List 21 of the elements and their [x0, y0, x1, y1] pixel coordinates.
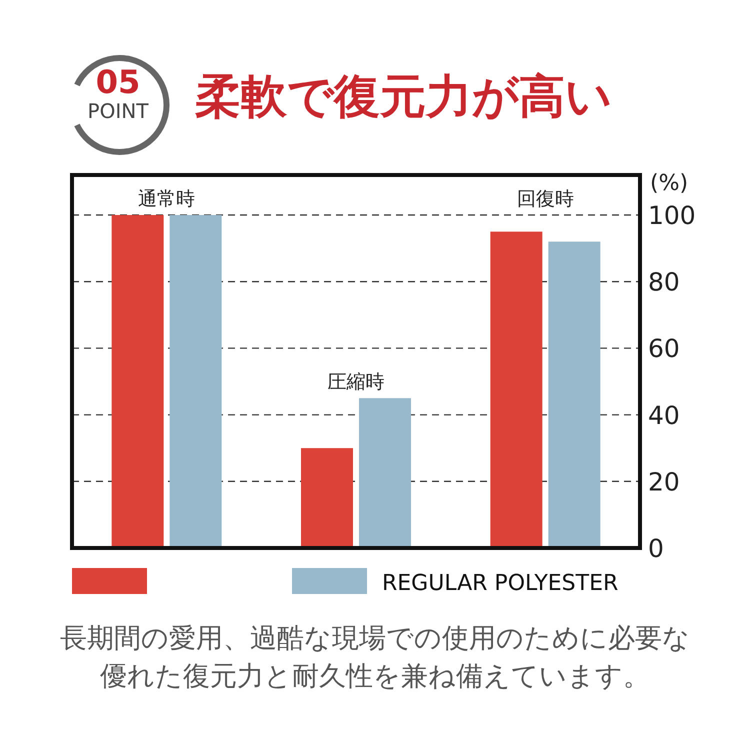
- legend-label: REGULAR POLYESTER: [382, 571, 618, 596]
- bar: [548, 242, 600, 548]
- y-tick-label: 100: [648, 201, 696, 230]
- bar: [301, 448, 353, 548]
- y-tick-label: 60: [648, 334, 680, 364]
- y-axis-title: (%): [650, 171, 688, 196]
- text: 05: [96, 63, 140, 101]
- y-tick-label: 80: [648, 268, 680, 297]
- x-tick-label: 回復時: [516, 188, 574, 210]
- y-tick-label: 0: [648, 534, 664, 563]
- chart-title: 柔軟で復元力が高い: [195, 69, 612, 123]
- x-tick-label: 通常時: [138, 188, 196, 210]
- y-tick-label: 40: [648, 400, 680, 430]
- bar: [170, 215, 222, 548]
- text: 長期間の愛用、過酷な現場での使用のために必要な優れた復元力と耐久性を兼ね備えています。: [59, 622, 691, 694]
- bar: [359, 398, 411, 548]
- bar: [112, 215, 164, 548]
- y-tick-label: 20: [648, 467, 680, 496]
- bar: [490, 232, 542, 548]
- text: POINT: [88, 99, 150, 123]
- x-tick-label: 圧縮時: [328, 371, 384, 394]
